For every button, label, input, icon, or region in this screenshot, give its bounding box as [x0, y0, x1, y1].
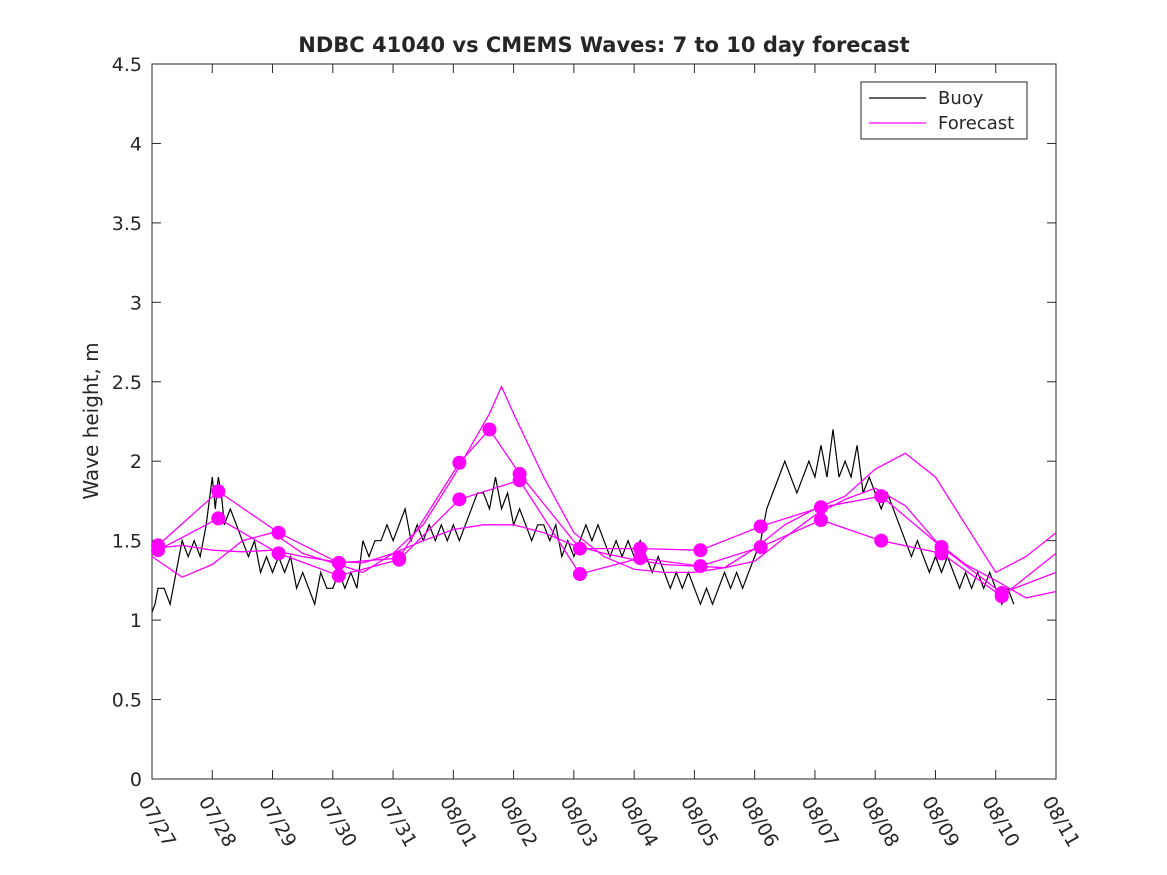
forecast-start-marker: [211, 484, 226, 499]
forecast-start-marker: [693, 543, 708, 558]
y-tick-label: 3: [130, 292, 142, 314]
y-tick-label: 2.5: [112, 372, 142, 394]
y-tick-label: 0: [130, 769, 142, 791]
y-tick-label: 3.5: [112, 213, 142, 235]
forecast-start-marker: [392, 552, 407, 567]
legend-box: [860, 81, 1028, 140]
forecast-series-line: [151, 384, 1057, 578]
forecast-start-marker: [331, 568, 346, 583]
forecast-start-marker: [753, 540, 768, 555]
y-tick-label: 1: [130, 610, 142, 632]
y-axis-label: Wave height, m: [79, 342, 103, 499]
forecast-start-marker: [331, 555, 346, 570]
forecast-start-marker: [572, 567, 587, 582]
legend: Buoy Forecast: [860, 81, 1028, 140]
forecast-start-marker: [633, 551, 648, 566]
forecast-start-marker: [211, 511, 226, 526]
forecast-start-marker: [693, 559, 708, 574]
forecast-start-marker: [512, 473, 527, 488]
y-tick-label: 4: [130, 133, 142, 155]
forecast-start-marker: [572, 541, 587, 556]
legend-label: Forecast: [938, 113, 1014, 134]
forecast-start-marker: [813, 513, 828, 528]
chart-title: NDBC 41040 vs CMEMS Waves: 7 to 10 day f…: [298, 33, 909, 57]
forecast-series-line: [151, 487, 1057, 599]
forecast-start-marker: [813, 500, 828, 515]
buoy-series-line: [151, 429, 1015, 613]
forecast-start-marker: [482, 422, 497, 437]
y-tick-label: 2: [130, 451, 142, 473]
forecast-start-marker: [151, 543, 166, 558]
forecast-start-marker: [271, 546, 286, 561]
y-tick-label: 1.5: [112, 531, 142, 553]
legend-label: Buoy: [938, 88, 984, 109]
forecast-start-marker: [934, 546, 949, 561]
forecast-start-marker: [452, 492, 467, 507]
y-tick-label: 0.5: [112, 690, 142, 712]
y-tick-label: 4.5: [112, 54, 142, 76]
forecast-start-marker: [874, 489, 889, 504]
forecast-start-marker: [753, 519, 768, 534]
forecast-start-marker: [271, 525, 286, 540]
plot-frame: [151, 63, 1057, 780]
forecast-start-marker: [994, 589, 1009, 604]
forecast-start-marker: [452, 455, 467, 470]
forecast-series-line: [157, 479, 1057, 598]
forecast-start-marker: [874, 533, 889, 548]
